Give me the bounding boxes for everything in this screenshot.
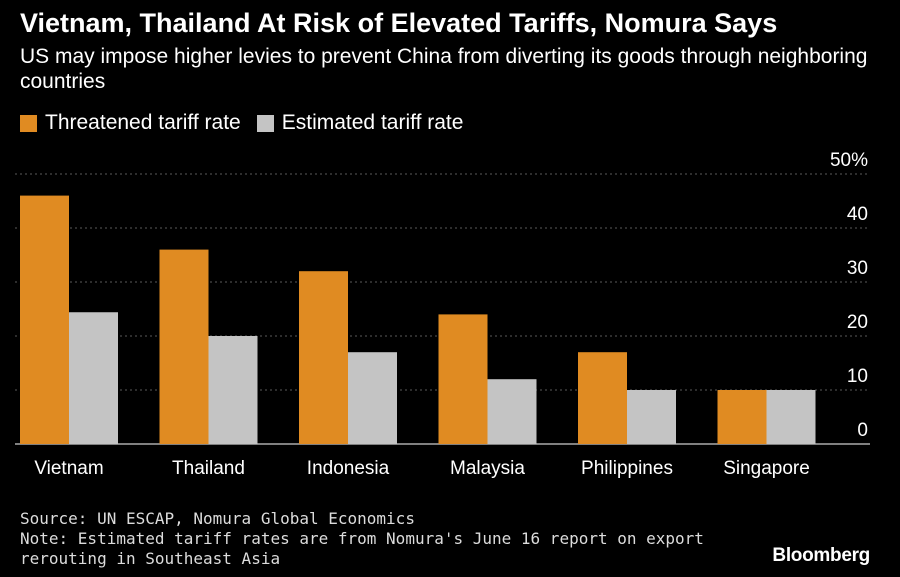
legend-swatch-threatened [20,114,37,132]
bar-threatened [20,195,69,444]
y-tick-label: 0 [857,420,868,441]
x-tick-label: Thailand [172,458,245,479]
legend-label-threatened: Threatened tariff rate [45,111,241,134]
legend: Threatened tariff rate Estimated tariff … [20,111,479,135]
bar-estimated [348,352,397,444]
source-text: Source: UN ESCAP, Nomura Global Economic… [20,509,415,528]
bar-threatened [438,314,488,444]
bar-threatened [717,390,767,444]
x-tick-label: Malaysia [450,458,525,479]
y-tick-label: 40 [847,204,868,225]
chart-title: Vietnam, Thailand At Risk of Elevated Ta… [20,8,778,38]
y-tick-label: 20 [847,312,868,333]
bloomberg-logo: Bloomberg [772,545,870,566]
bar-estimated [208,336,258,444]
bar-estimated [69,312,118,444]
bar-estimated [627,390,676,444]
y-tick-label: 30 [847,258,868,279]
y-tick-label: 50% [830,150,868,171]
footer: Source: UN ESCAP, Nomura Global Economic… [20,509,704,569]
bar-threatened [159,249,209,444]
legend-item-threatened: Threatened tariff rate [20,111,241,135]
x-tick-label: Singapore [723,458,810,479]
note-text-line1: Note: Estimated tariff rates are from No… [20,529,704,548]
bar-estimated [766,390,816,444]
bar-chart: 0 10 20 30 40 50% Vietnam Thailand Indonesia Mala… [15,150,870,479]
x-tick-label: Indonesia [307,458,390,479]
legend-label-estimated: Estimated tariff rate [281,111,464,134]
bar-threatened [578,352,627,444]
note-text-line2: rerouting in Southeast Asia [20,549,281,568]
legend-item-estimated: Estimated tariff rate [256,111,464,135]
bar-estimated [487,379,537,444]
x-tick-label: Philippines [581,458,673,479]
y-tick-label: 10 [847,366,868,387]
legend-swatch-estimated [256,114,274,132]
x-tick-label: Vietnam [34,458,103,479]
bar-threatened [299,271,348,444]
chart-subtitle: US may impose higher levies to prevent C… [20,45,868,93]
